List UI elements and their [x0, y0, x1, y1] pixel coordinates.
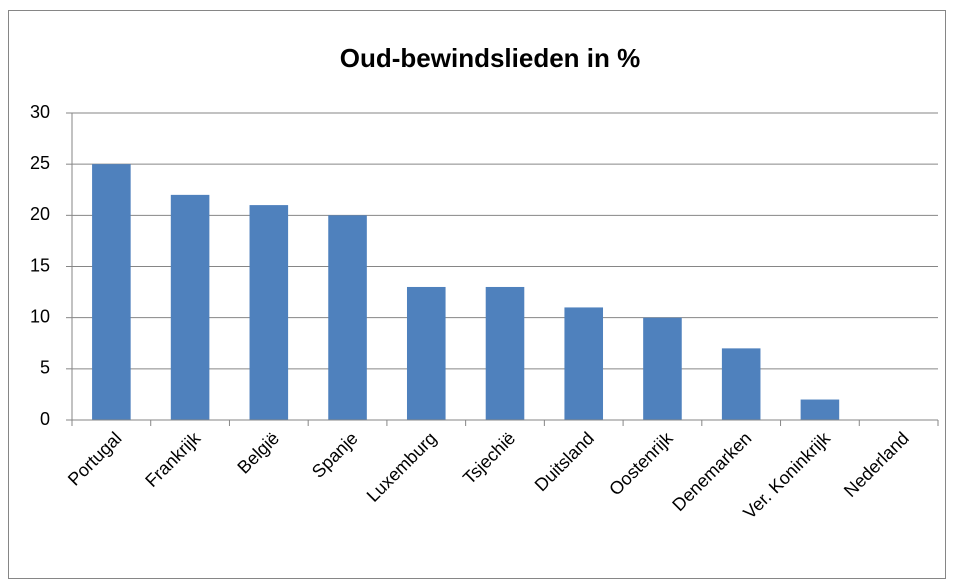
bar	[406, 286, 446, 420]
bar	[721, 348, 761, 420]
bar	[643, 317, 682, 420]
y-tick-label: 30	[30, 102, 50, 122]
y-tick-label: 25	[30, 153, 50, 173]
y-tick-label: 5	[40, 358, 50, 378]
bar	[249, 205, 289, 420]
bar	[564, 307, 604, 420]
chart-border	[8, 10, 946, 579]
y-tick-label: 10	[30, 306, 50, 326]
bar	[800, 399, 840, 420]
y-tick-label: 15	[30, 255, 50, 275]
chart-title: Oud-bewindslieden in %	[340, 43, 640, 73]
y-tick-label: 0	[40, 409, 50, 429]
bar	[92, 164, 131, 420]
bar	[485, 286, 525, 420]
bar	[328, 215, 367, 420]
y-tick-label: 20	[30, 204, 50, 224]
bar	[170, 194, 210, 420]
